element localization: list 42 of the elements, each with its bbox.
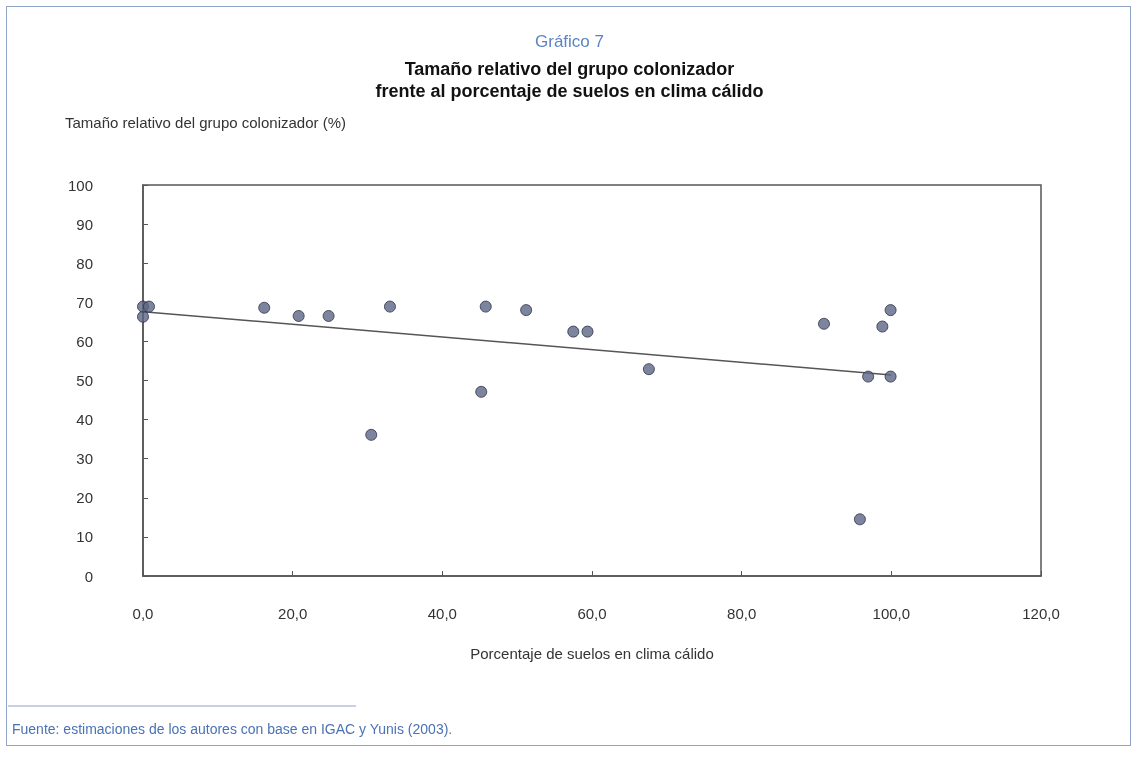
- y-tick-label: 10: [76, 528, 93, 546]
- point: [322, 309, 335, 322]
- point: [642, 363, 655, 376]
- point: [581, 325, 594, 338]
- source-note: Fuente: estimaciones de los autores con base en IGAC y Yunis (2003).: [12, 721, 453, 737]
- point: [258, 301, 271, 314]
- point: [137, 310, 149, 323]
- y-tick-label: 40: [76, 411, 93, 429]
- y-tick-label: 70: [76, 293, 93, 311]
- point: [876, 320, 889, 333]
- point: [479, 300, 492, 313]
- y-tick-label: 30: [76, 450, 93, 468]
- point: [567, 325, 580, 338]
- point: [862, 370, 875, 383]
- point: [383, 300, 396, 313]
- x-tick-label: 20,0: [278, 605, 308, 622]
- point: [853, 513, 866, 526]
- point: [292, 309, 305, 322]
- x-tick-label: 80,0: [727, 605, 757, 622]
- x-tick-label: 40,0: [427, 605, 457, 622]
- x-tick-label: 120,0: [1022, 605, 1060, 622]
- x-axis-title: Porcentaje de suelos en clima cálido: [470, 645, 714, 662]
- x-tick-label: 60,0: [577, 605, 607, 622]
- point: [817, 317, 830, 330]
- y-tick-label: 80: [76, 254, 93, 272]
- chart-subtitle: Tamaño relativo del grupo colonizador frente al porcentaje de suelos en clima cálido: [375, 59, 764, 101]
- y-tick-label: 50: [76, 372, 93, 389]
- y-tick-label: 90: [76, 215, 93, 233]
- y-tick-label: 20: [76, 489, 93, 507]
- y-tick-label: 0: [84, 567, 93, 585]
- chart-title: Gráfico 7: [535, 32, 604, 51]
- point: [884, 304, 897, 317]
- point: [143, 300, 155, 313]
- point: [520, 304, 533, 317]
- point: [884, 370, 897, 383]
- y-axis-title: Tamaño relativo del grupo colonizador (%): [65, 114, 346, 131]
- x-tick-label: 100,0: [872, 605, 911, 622]
- point: [365, 428, 378, 441]
- y-tick-label: 100: [67, 176, 93, 194]
- point: [475, 385, 488, 398]
- y-tick-label: 60: [76, 332, 93, 350]
- x-tick-label: 0,0: [132, 605, 154, 622]
